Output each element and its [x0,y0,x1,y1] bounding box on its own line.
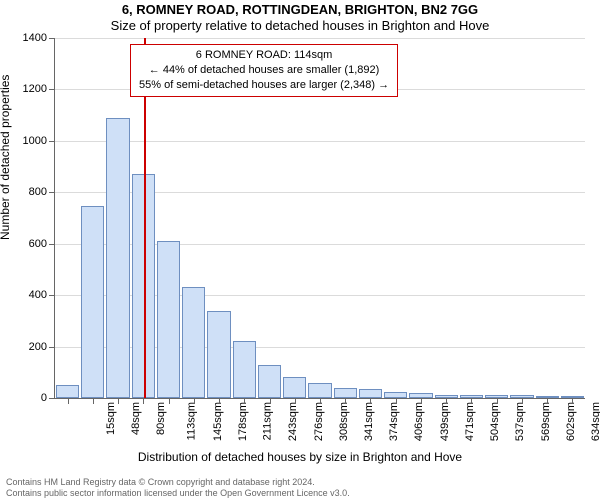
histogram-bar [258,365,281,398]
x-tick-label: 211sqm [261,402,273,440]
histogram-bar [182,287,205,398]
x-tick [295,398,296,404]
x-tick [244,398,245,404]
x-tick [497,398,498,404]
y-tick [49,295,55,296]
x-tick [143,398,144,404]
x-tick [270,398,271,404]
x-tick-label: 308sqm [338,402,350,441]
x-tick [547,398,548,404]
y-tick-label: 400 [29,289,47,301]
x-tick-label: 48sqm [130,402,142,435]
y-tick-label: 1000 [23,135,47,147]
histogram-bar [207,311,230,398]
y-tick-label: 0 [41,392,47,404]
y-tick-label: 800 [29,186,47,198]
x-tick [219,398,220,404]
x-tick-label: 178sqm [237,402,249,441]
x-tick-label: 113sqm [186,402,198,440]
histogram-bar [283,377,306,398]
x-tick [345,398,346,404]
x-tick [471,398,472,404]
gridline [55,141,585,142]
annotation-line: ← 44% of detached houses are smaller (1,… [139,63,389,78]
histogram-bar [359,389,382,398]
histogram-bar [334,388,357,398]
y-tick [49,347,55,348]
y-tick [49,398,55,399]
x-tick [370,398,371,404]
y-tick-label: 200 [29,341,47,353]
x-tick-label: 471sqm [464,402,476,441]
y-axis-label: Number of detached properties [0,75,12,240]
x-tick-label: 80sqm [155,402,167,435]
y-tick [49,192,55,193]
x-tick-label: 243sqm [287,402,299,441]
chart-title-main: 6, ROMNEY ROAD, ROTTINGDEAN, BRIGHTON, B… [0,2,600,17]
x-tick [194,398,195,404]
footer-line-1: Contains HM Land Registry data © Crown c… [6,477,350,487]
y-tick-label: 1200 [23,83,47,95]
y-tick [49,38,55,39]
x-tick-label: 341sqm [363,402,375,441]
x-tick [68,398,69,404]
x-tick-label: 406sqm [414,402,426,441]
x-tick [522,398,523,404]
x-tick-label: 504sqm [489,402,501,441]
x-tick [572,398,573,404]
y-tick [49,244,55,245]
x-tick-label: 15sqm [105,402,117,435]
y-tick-label: 1400 [23,32,47,44]
x-tick-label: 602sqm [565,402,577,441]
x-tick [446,398,447,404]
x-tick-label: 439sqm [439,402,451,441]
annotation-box: 6 ROMNEY ROAD: 114sqm← 44% of detached h… [130,44,398,97]
histogram-bar [56,385,79,398]
annotation-line: 6 ROMNEY ROAD: 114sqm [139,48,389,63]
x-tick-label: 276sqm [313,402,325,441]
x-tick [169,398,170,404]
x-tick [118,398,119,404]
histogram-bar [233,341,256,398]
chart-title-sub: Size of property relative to detached ho… [0,18,600,33]
y-tick [49,141,55,142]
annotation-line: 55% of semi-detached houses are larger (… [139,78,389,93]
x-tick [93,398,94,404]
x-axis-label: Distribution of detached houses by size … [0,450,600,464]
histogram-bar [106,118,129,398]
footer-attribution: Contains HM Land Registry data © Crown c… [6,477,350,498]
x-tick-label: 634sqm [590,402,600,441]
x-tick [421,398,422,404]
histogram-bar [81,206,104,398]
footer-line-2: Contains public sector information licen… [6,488,350,498]
x-tick-label: 569sqm [540,402,552,441]
y-tick [49,89,55,90]
x-tick-label: 537sqm [515,402,527,441]
y-tick-label: 600 [29,238,47,250]
x-tick [320,398,321,404]
x-tick-label: 145sqm [212,402,224,441]
histogram-bar [308,383,331,398]
x-tick [396,398,397,404]
x-tick-label: 374sqm [388,402,400,441]
gridline [55,38,585,39]
histogram-bar [157,241,180,398]
